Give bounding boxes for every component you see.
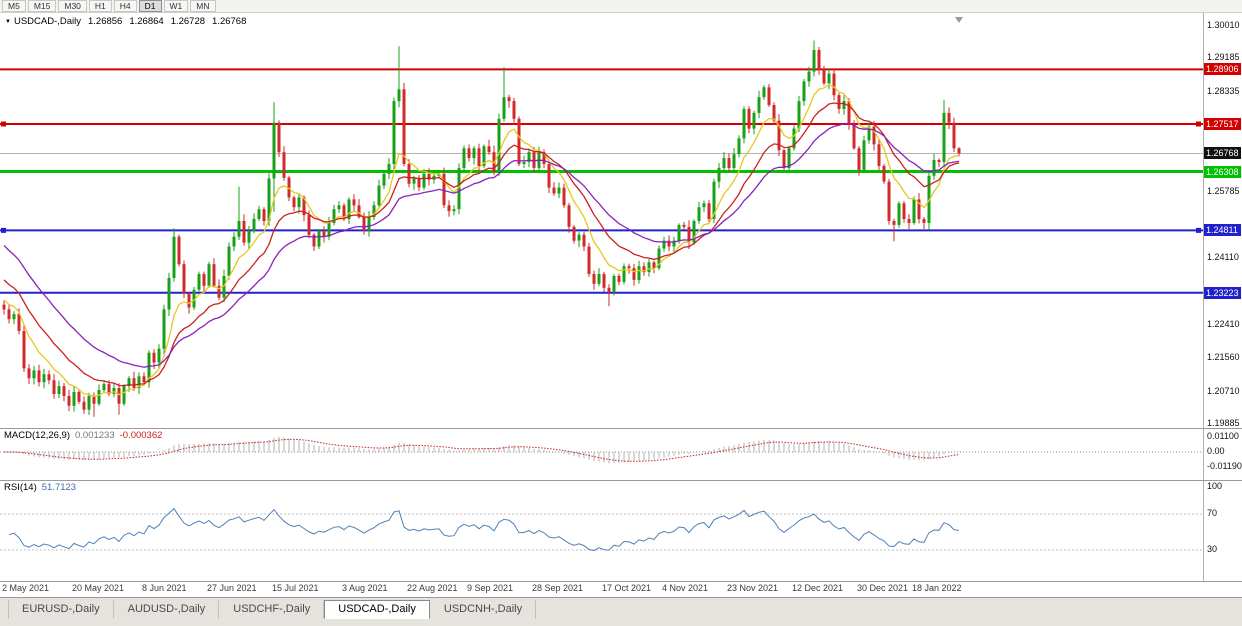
price-level-label: 1.28906: [1204, 63, 1241, 76]
moving-average-line-8: [3, 83, 960, 398]
chart-tab-usdcad[interactable]: USDCAD-,Daily: [324, 600, 430, 619]
date-axis-label: 9 Sep 2021: [467, 583, 514, 593]
macd-panel: [0, 437, 1203, 464]
macd-indicator-label: MACD(12,26,9) 0.001233 -0.000362: [4, 430, 162, 441]
macd-axis-label: -0.01190: [1207, 461, 1242, 471]
macd-signal-line: [3, 438, 960, 462]
date-axis-label: 23 Nov 2021: [727, 583, 779, 593]
timeframe-button-w1[interactable]: W1: [163, 0, 189, 12]
date-axis-label: 4 Nov 2021: [662, 583, 709, 593]
chart-tab-usdcnh[interactable]: USDCNH-,Daily: [430, 600, 537, 619]
price-axis-label: 1.22410: [1207, 318, 1240, 329]
date-axis-label: 30 Dec 2021: [857, 583, 909, 593]
price-axis-label: 1.25785: [1207, 186, 1240, 197]
chart-frame: [0, 13, 1242, 582]
chart-tab-eurusd[interactable]: EURUSD-,Daily: [8, 600, 114, 619]
level-end-marker[interactable]: [1196, 121, 1201, 127]
timeframe-button-mn[interactable]: MN: [190, 0, 216, 12]
date-axis-label: 22 Aug 2021: [407, 583, 458, 593]
level-end-marker[interactable]: [1, 121, 6, 127]
price-axis-label: 1.20710: [1207, 385, 1240, 396]
price-axis-label: 1.28335: [1207, 85, 1240, 96]
price-level-label: 1.24811: [1204, 224, 1241, 237]
chart-symbol-label: USDCAD-,Daily: [13, 16, 81, 27]
timeframe-button-h4[interactable]: H4: [113, 0, 137, 12]
rsi-axis-label: 100: [1207, 481, 1223, 491]
timeframe-toolbar: M5 M15 M30 H1 H4 D1 W1 MN: [0, 0, 1242, 13]
moving-averages-group: [3, 83, 960, 398]
price-level-label: 1.26308: [1204, 165, 1241, 178]
price-axis-label: 1.30010: [1207, 20, 1240, 30]
date-axis-label: 8 Jun 2021: [142, 583, 187, 593]
rsi-value: 51.7123: [41, 482, 77, 493]
date-axis-label: 12 Dec 2021: [792, 583, 844, 593]
date-axis-label: 20 May 2021: [72, 583, 125, 593]
moving-average-line-28: [3, 122, 960, 368]
rsi-panel: [0, 507, 1203, 552]
rsi-indicator-label: RSI(14) 51.7123: [4, 482, 76, 493]
date-axis-label: 17 Oct 2021: [602, 583, 652, 593]
moving-average-line-16: [3, 102, 960, 387]
horizontal-levels: [0, 68, 1203, 294]
scroll-to-end-marker[interactable]: [955, 17, 963, 23]
price-level-label: 1.26768: [1204, 147, 1241, 160]
date-axis-label: 2 May 2021: [2, 583, 50, 593]
ohlc-open: 1.26856: [88, 16, 123, 27]
chart-tab-usdchf[interactable]: USDCHF-,Daily: [219, 600, 325, 619]
macd-axis-label: 0.01100: [1207, 431, 1239, 441]
rsi-axis-label: 70: [1207, 508, 1218, 518]
level-end-marker[interactable]: [1, 227, 6, 233]
date-axis-label: 3 Aug 2021: [342, 583, 388, 593]
price-axis-label: 1.21560: [1207, 352, 1240, 363]
macd-main-value: 0.001233: [75, 430, 115, 441]
rsi-axis-label: 30: [1207, 544, 1218, 554]
candles-group: [2, 40, 961, 417]
rsi-indicator-name: RSI(14): [4, 482, 37, 493]
date-axis-label: 28 Sep 2021: [532, 583, 584, 593]
timeframe-button-m15[interactable]: M15: [27, 0, 57, 12]
timeframe-button-d1[interactable]: D1: [138, 0, 162, 12]
price-axis-label: 1.24110: [1207, 251, 1239, 262]
chart-tab-audusd[interactable]: AUDUSD-,Daily: [114, 600, 220, 619]
date-axis-label: 18 Jan 2022: [912, 583, 962, 593]
timeframe-button-m30[interactable]: M30: [58, 0, 87, 12]
macd-axis-label: 0.00: [1207, 446, 1225, 456]
price-axis-label: 1.29185: [1207, 52, 1240, 63]
price-level-label: 1.27517: [1204, 117, 1241, 130]
ohlc-close: 1.26768: [212, 16, 247, 27]
symbol-dropdown-icon[interactable]: ▼: [5, 18, 11, 25]
macd-indicator-name: MACD(12,26,9): [4, 430, 70, 441]
chart-tabs-bar: EURUSD-,Daily AUDUSD-,Daily USDCHF-,Daily U…: [0, 597, 1242, 626]
level-end-marker[interactable]: [1196, 227, 1201, 233]
price-level-label: 1.23223: [1204, 286, 1241, 299]
chart-title: ▼ USDCAD-,Daily 1.26856 1.26864 1.26728 …: [5, 16, 246, 27]
rsi-line: [8, 507, 960, 552]
price-axis-label: 1.19885: [1207, 418, 1240, 428]
ohlc-low: 1.26728: [170, 16, 206, 27]
date-axis-label: 15 Jul 2021: [272, 583, 319, 593]
date-axis-label: 27 Jun 2021: [207, 583, 257, 593]
macd-signal-value: -0.000362: [119, 430, 163, 441]
timeframe-button-m5[interactable]: M5: [2, 0, 26, 12]
ohlc-high: 1.26864: [129, 16, 164, 27]
timeframe-button-h1[interactable]: H1: [88, 0, 112, 12]
